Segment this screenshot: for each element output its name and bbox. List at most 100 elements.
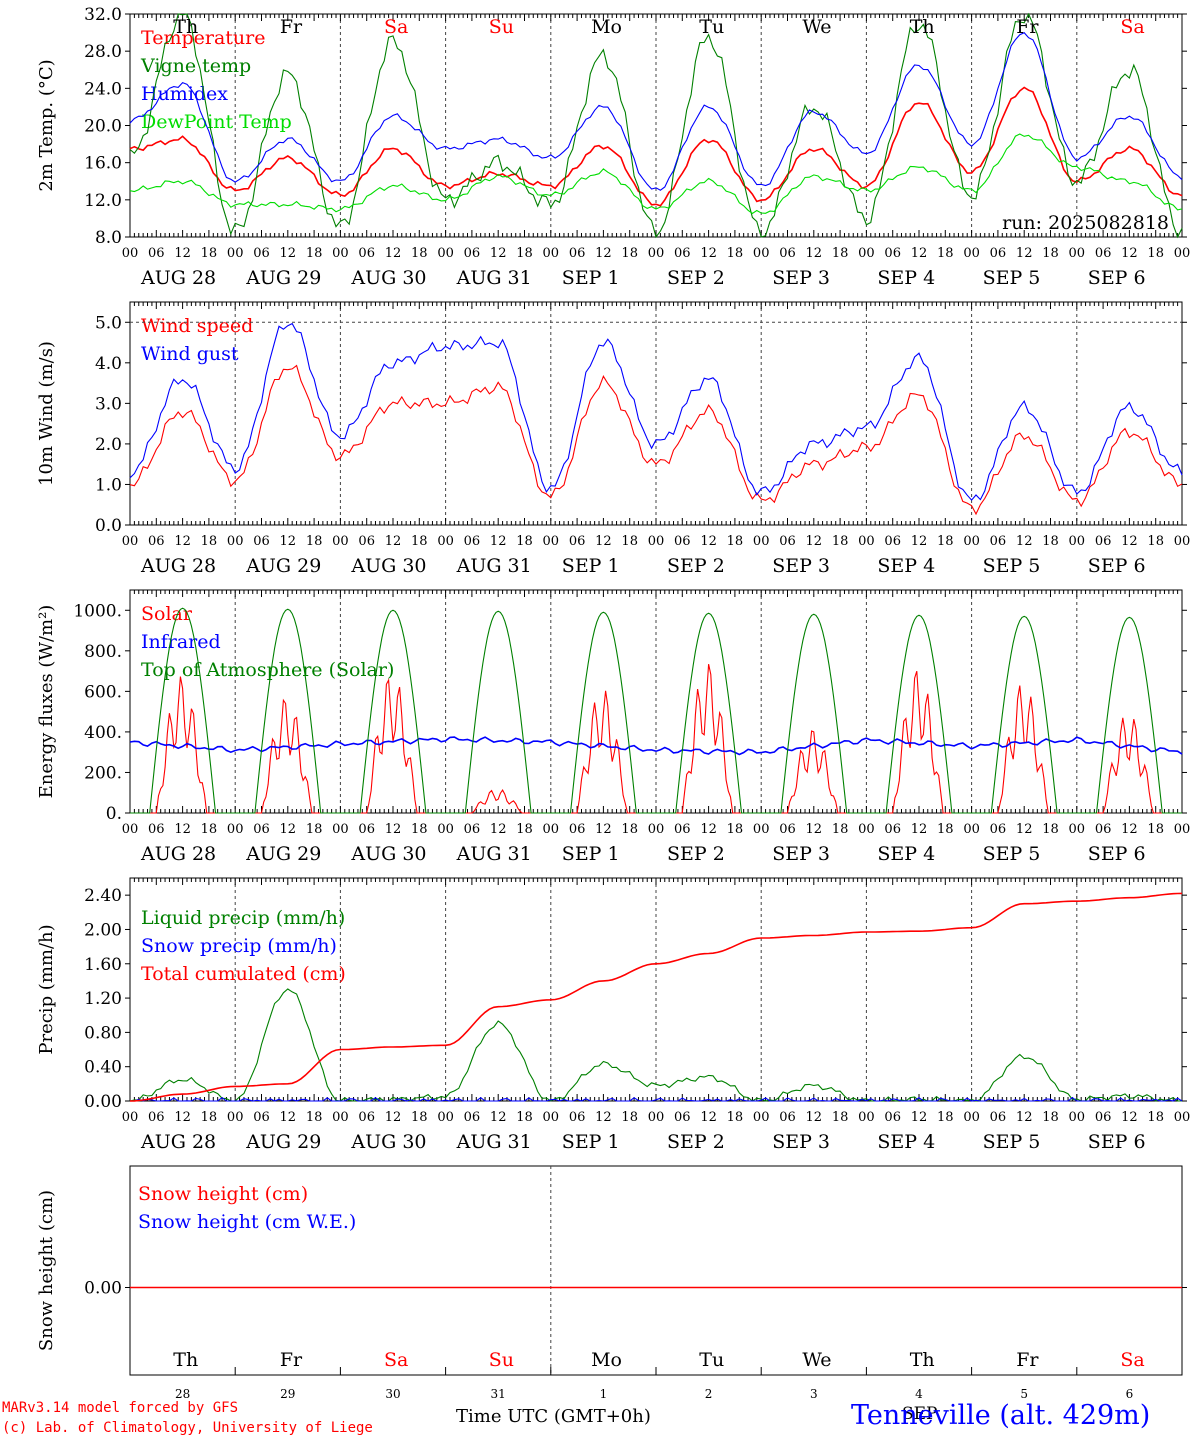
hour-tick-label: 12 xyxy=(174,534,191,549)
y-tick-label: 12.0 xyxy=(84,191,122,211)
hour-tick-label: 18 xyxy=(1147,534,1164,549)
hour-tick-label: 12 xyxy=(1016,1110,1033,1125)
hour-tick-label: 06 xyxy=(464,246,481,261)
y-tick-label: 0. xyxy=(106,804,122,824)
weekday-label: Tu xyxy=(699,16,724,38)
hour-tick-label: 00 xyxy=(963,822,980,837)
credit-line-2: (c) Lab. of Climatology, University of L… xyxy=(2,1420,373,1436)
hour-tick-label: 18 xyxy=(411,534,428,549)
hour-tick-label: 00 xyxy=(332,822,349,837)
hour-tick-label: 12 xyxy=(385,822,402,837)
hour-tick-label: 18 xyxy=(832,534,849,549)
hour-tick-label: 06 xyxy=(358,1110,375,1125)
hour-tick-label: 12 xyxy=(911,246,928,261)
hour-tick-label: 12 xyxy=(385,246,402,261)
hour-tick-label: 12 xyxy=(595,822,612,837)
date-label: AUG 28 xyxy=(140,1131,216,1153)
legend-entry: Temperature xyxy=(141,27,265,49)
hour-tick-label: 00 xyxy=(1069,246,1086,261)
hour-tick-label: 18 xyxy=(1042,1110,1059,1125)
date-label: SEP 6 xyxy=(1088,843,1146,865)
hour-tick-label: 06 xyxy=(884,246,901,261)
hour-tick-label: 06 xyxy=(1095,822,1112,837)
hour-tick-label: 12 xyxy=(1121,246,1138,261)
hour-tick-label: 06 xyxy=(253,246,270,261)
hour-tick-label: 12 xyxy=(595,246,612,261)
hour-tick-label: 00 xyxy=(963,534,980,549)
hour-tick-label: 00 xyxy=(858,822,875,837)
weekday-label: Th xyxy=(910,1349,935,1371)
legend-entry: Wind gust xyxy=(141,343,239,365)
hour-tick-label: 00 xyxy=(858,246,875,261)
series-line-temperature xyxy=(129,86,1183,207)
series-line-infrared xyxy=(129,736,1183,756)
y-tick-label: 600. xyxy=(84,682,122,702)
weekday-label: Sa xyxy=(1120,1349,1144,1371)
date-label: SEP 4 xyxy=(877,843,935,865)
month-label: SEP xyxy=(902,1404,938,1424)
series-line-humidex xyxy=(129,32,1183,191)
y-tick-label: 5.0 xyxy=(95,313,122,333)
y-tick-label: 2.00 xyxy=(84,920,122,940)
weekday-label: Th xyxy=(910,16,935,38)
hour-tick-label: 00 xyxy=(122,534,139,549)
day-number-label: 6 xyxy=(1126,1387,1134,1401)
hour-tick-label: 12 xyxy=(1121,822,1138,837)
hour-tick-label: 12 xyxy=(1121,1110,1138,1125)
date-label: SEP 3 xyxy=(772,555,830,577)
hour-tick-label: 06 xyxy=(884,822,901,837)
day-number-label: 2 xyxy=(705,1387,713,1401)
hour-tick-label: 18 xyxy=(306,246,323,261)
date-label: SEP 4 xyxy=(877,555,935,577)
hour-tick-label: 00 xyxy=(543,534,560,549)
hour-tick-label: 00 xyxy=(1069,1110,1086,1125)
day-number-label: 28 xyxy=(175,1387,190,1401)
hour-tick-label: 00 xyxy=(648,246,665,261)
date-label: AUG 31 xyxy=(456,1131,532,1153)
y-tick-label: 32.0 xyxy=(84,5,122,25)
date-label: AUG 31 xyxy=(456,843,532,865)
hour-tick-label: 06 xyxy=(990,822,1007,837)
date-label: SEP 1 xyxy=(562,555,620,577)
hour-tick-label: 12 xyxy=(385,1110,402,1125)
hour-tick-label: 12 xyxy=(806,1110,823,1125)
date-label: AUG 30 xyxy=(350,267,426,289)
y-tick-label: 0.00 xyxy=(84,1279,122,1299)
date-label: SEP 2 xyxy=(667,555,725,577)
weekday-label: Su xyxy=(489,16,514,38)
run-label: run: 2025082818 xyxy=(1002,212,1169,234)
panel-frame-1 xyxy=(129,301,1183,526)
hour-tick-label: 06 xyxy=(358,534,375,549)
y-tick-label: 0.00 xyxy=(84,1092,122,1112)
hour-tick-label: 06 xyxy=(148,534,165,549)
weekday-label: Tu xyxy=(699,1349,724,1371)
hour-tick-label: 18 xyxy=(937,1110,954,1125)
legend-entry: Vigne temp xyxy=(140,55,251,77)
y-tick-label: 1.20 xyxy=(84,989,122,1009)
weekday-label: Sa xyxy=(384,1349,408,1371)
hour-tick-label: 06 xyxy=(148,822,165,837)
hour-tick-label: 18 xyxy=(1147,246,1164,261)
hour-tick-label: 18 xyxy=(621,1110,638,1125)
hour-tick-label: 18 xyxy=(1147,822,1164,837)
date-label: SEP 3 xyxy=(772,1131,830,1153)
date-label: AUG 31 xyxy=(456,267,532,289)
weekday-label: Th xyxy=(173,16,198,38)
hour-tick-label: 12 xyxy=(595,1110,612,1125)
hour-tick-label: 18 xyxy=(621,534,638,549)
y-tick-label: 20.0 xyxy=(84,117,122,137)
hour-tick-label: 06 xyxy=(253,534,270,549)
date-label: SEP 2 xyxy=(667,267,725,289)
hour-tick-label: 18 xyxy=(621,246,638,261)
hour-tick-label: 12 xyxy=(490,822,507,837)
hour-tick-label: 12 xyxy=(911,1110,928,1125)
hour-tick-label: 00 xyxy=(227,1110,244,1125)
weekday-label: We xyxy=(802,16,831,38)
hour-tick-label: 00 xyxy=(963,1110,980,1125)
hour-tick-label: 18 xyxy=(832,246,849,261)
hour-tick-label: 00 xyxy=(963,246,980,261)
hour-tick-label: 12 xyxy=(806,534,823,549)
hour-tick-label: 00 xyxy=(437,822,454,837)
series-line-wind-gust xyxy=(129,322,1183,501)
